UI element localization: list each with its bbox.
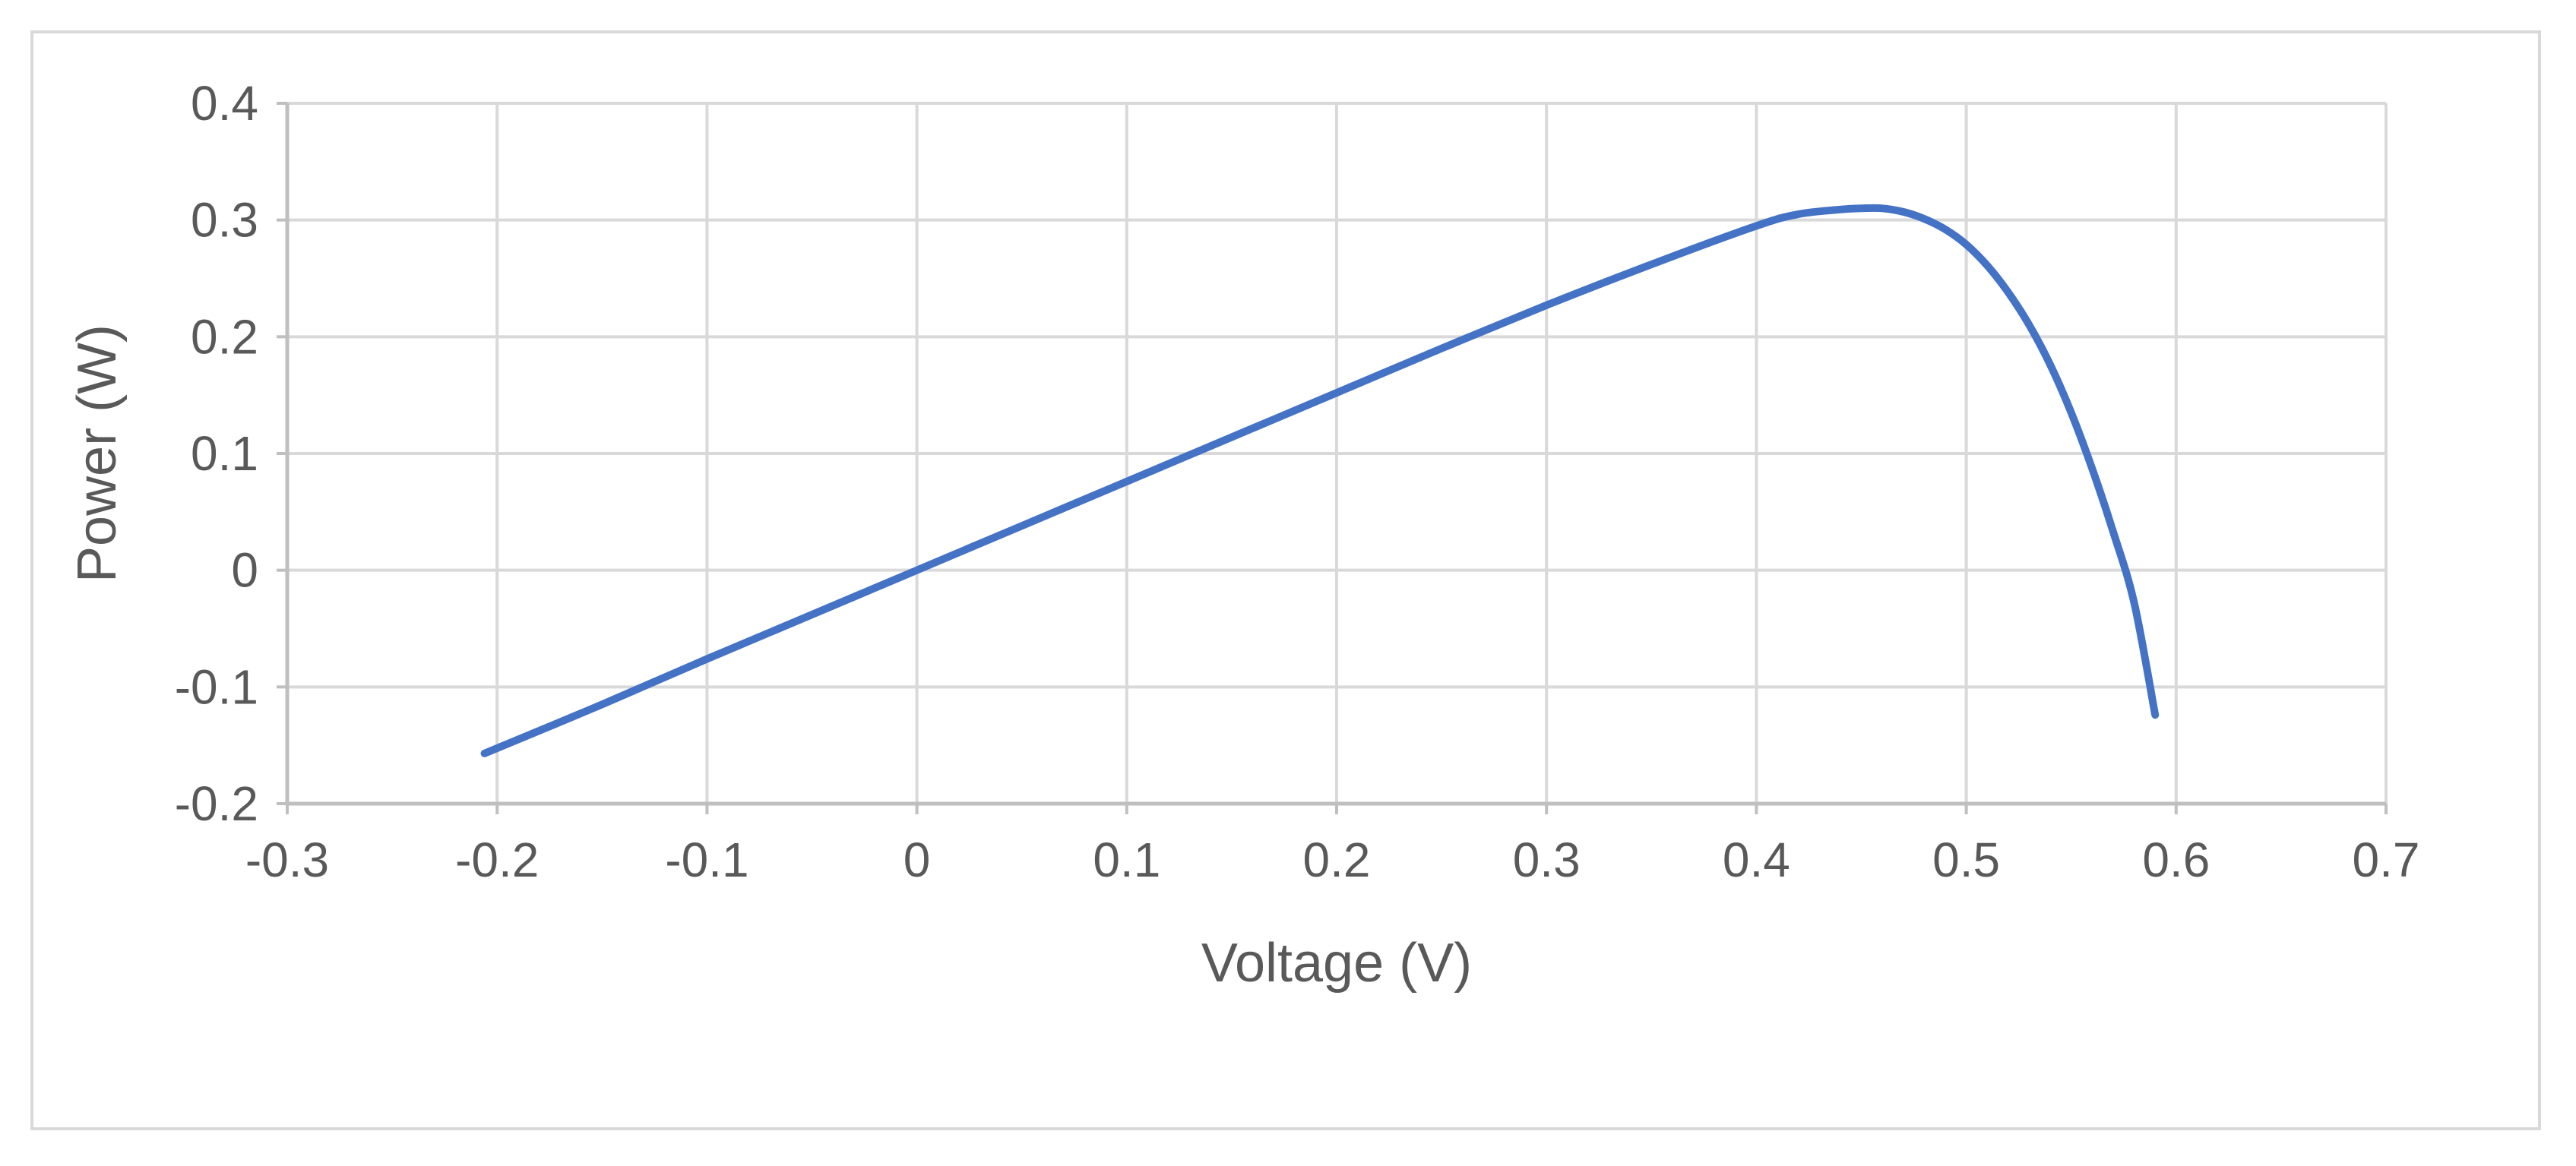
y-tick-label: 0 [231,543,258,598]
x-tick-label: 0 [903,833,931,887]
y-tick-label: -0.2 [175,776,258,831]
y-axis-title: Power (W) [67,324,128,583]
grid-lines [286,102,2388,805]
y-tick-label: 0.2 [191,309,258,364]
tick-labels: -0.3 -0.2 -0.1 0 0.1 0.2 0.3 0.4 0.5 0.6 0.7-0.2-0… [175,76,2420,887]
x-tick-label: 0.2 [1303,833,1371,887]
x-tick-label: -0.1 [665,833,748,887]
y-tick-label: 0.4 [191,76,258,131]
chart-frame: -0.3 -0.2 -0.1 0 0.1 0.2 0.3 0.4 0.5 0.6 0.7 -0.2 -0… [30,30,2541,1130]
x-tick-label: 0.3 [1513,833,1581,887]
x-axis-title: Voltage (V) [1201,933,1472,994]
x-tick-label: 0.1 [1093,833,1160,887]
power-voltage-chart: -0.3 -0.2 -0.1 0 0.1 0.2 0.3 0.4 0.5 0.6 0.7-0.2-0… [67,76,2420,994]
x-tick-label: 0.4 [1723,833,1790,887]
x-tick-label: 0.5 [1932,833,2000,887]
y-tick-label: 0.1 [191,426,258,481]
x-tick-label: -0.3 [245,833,329,887]
x-tick-label: -0.2 [455,833,539,887]
x-tick-label: 0.6 [2142,833,2210,887]
series-layer [480,204,2160,757]
y-tick-label: 0.3 [191,193,258,248]
x-tick-label: 0.7 [2353,833,2420,887]
y-tick-label: -0.1 [175,659,258,714]
axes [277,102,2388,814]
series-line [480,204,2160,757]
